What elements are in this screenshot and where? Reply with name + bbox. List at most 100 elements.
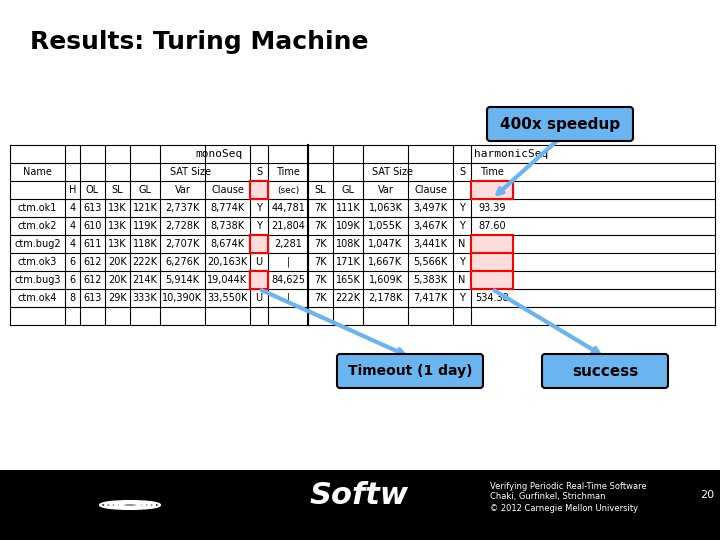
Text: 1,047K: 1,047K [369,239,402,249]
Text: 33,550K: 33,550K [207,293,248,303]
Text: 2,737K: 2,737K [166,203,199,213]
Text: 612: 612 [84,257,102,267]
Text: 4: 4 [69,203,76,213]
Text: 2,281: 2,281 [274,239,302,249]
Text: 20K: 20K [108,257,127,267]
Text: S: S [459,167,465,177]
Bar [250,181,268,199]
Text: 5,914K: 5,914K [166,275,199,285]
Text: 248.65: 248.65 [475,275,509,285]
Text: 333K: 333K [132,293,158,303]
Text: 118K: 118K [132,239,158,249]
Text: Y: Y [256,203,262,213]
Text: 613: 613 [84,203,102,213]
Text: 7K: 7K [314,257,327,267]
Text: ctm.ok4: ctm.ok4 [18,293,57,303]
Text: 7K: 7K [314,221,327,231]
Text: OL: OL [86,185,99,195]
Text: 400x speedup: 400x speedup [500,117,620,132]
Text: Clause: Clause [414,185,447,195]
Text: Var: Var [377,185,393,195]
Bar [471,181,513,199]
Text: 5,383K: 5,383K [413,275,448,285]
Text: GL: GL [138,185,151,195]
Text: © 2012 Carnegie Mellon University: © 2012 Carnegie Mellon University [490,504,638,513]
Text: monoSeq: monoSeq [195,149,243,159]
Text: 7K: 7K [314,275,327,285]
Text: 7,417K: 7,417K [413,293,448,303]
Text: Name: Name [23,167,52,177]
Text: H: H [69,185,76,195]
Bar [471,253,513,271]
Text: 3,497K: 3,497K [413,203,448,213]
Text: Clause: Clause [211,185,244,195]
Text: 109K: 109K [336,221,361,231]
Text: 8,738K: 8,738K [210,221,245,231]
Text: N: N [459,275,466,285]
Text: 13K: 13K [108,239,127,249]
Text: 613: 613 [84,293,102,303]
Text: 7K: 7K [314,203,327,213]
FancyBboxPatch shape [337,354,483,388]
Text: 171K: 171K [336,257,361,267]
Text: Timeout (1 day): Timeout (1 day) [348,364,472,378]
Text: 20,163K: 20,163K [207,257,248,267]
Bar [471,271,513,289]
Text: (sec): (sec) [277,186,299,194]
Text: ctm.ok1: ctm.ok1 [18,203,57,213]
Text: 612: 612 [84,275,102,285]
Text: 222K: 222K [336,293,361,303]
Text: Chaki, Gurfinkel, Strichman: Chaki, Gurfinkel, Strichman [490,492,606,501]
Text: Time: Time [480,167,504,177]
Text: |: | [287,256,289,267]
Text: 10,390K: 10,390K [163,293,202,303]
Bar [250,181,268,199]
Text: 19,044K: 19,044K [207,275,248,285]
Text: 1,609K: 1,609K [369,275,402,285]
Text: 86.18: 86.18 [478,239,505,249]
Text: 2,728K: 2,728K [166,221,199,231]
Text: SL: SL [112,185,123,195]
Text: U: U [256,257,263,267]
Text: |: | [287,293,289,303]
Text: 3,467K: 3,467K [413,221,448,231]
Text: 111K: 111K [336,203,361,213]
Text: 13K: 13K [108,203,127,213]
Text: 7K: 7K [314,239,327,249]
Text: SAT Size: SAT Size [169,167,210,177]
Text: N: N [256,275,263,285]
Text: 20K: 20K [108,275,127,285]
Text: Y: Y [256,221,262,231]
Text: S: S [256,167,262,177]
FancyBboxPatch shape [487,107,633,141]
Text: Results: Turing Machine: Results: Turing Machine [30,30,369,54]
Bar [250,235,268,253]
Text: Time: Time [276,167,300,177]
Text: 2,178K: 2,178K [369,293,402,303]
Bar [250,271,268,289]
Text: 5,566K: 5,566K [413,257,448,267]
Text: Y: Y [459,293,465,303]
Text: 1,055K: 1,055K [369,221,402,231]
Text: SAT Size: SAT Size [372,167,413,177]
Text: ctm.ok3: ctm.ok3 [18,257,57,267]
Text: 4: 4 [69,239,76,249]
Text: 119K: 119K [132,221,158,231]
Text: GL: GL [341,185,354,195]
Text: 3,441K: 3,441K [413,239,448,249]
Text: 6,276K: 6,276K [166,257,199,267]
Text: 4: 4 [69,221,76,231]
Text: 610: 610 [84,221,102,231]
Bar [471,235,513,253]
Text: 121K: 121K [132,203,158,213]
Text: 1,063K: 1,063K [369,203,402,213]
Text: Y: Y [459,221,465,231]
Text: 44,781: 44,781 [271,203,305,213]
Text: 1,667K: 1,667K [369,257,402,267]
Bar [250,235,268,253]
Text: 6: 6 [69,275,76,285]
Bar [0,470,720,540]
Text: U: U [256,293,263,303]
Text: 8,774K: 8,774K [210,203,245,213]
Text: 8: 8 [69,293,76,303]
